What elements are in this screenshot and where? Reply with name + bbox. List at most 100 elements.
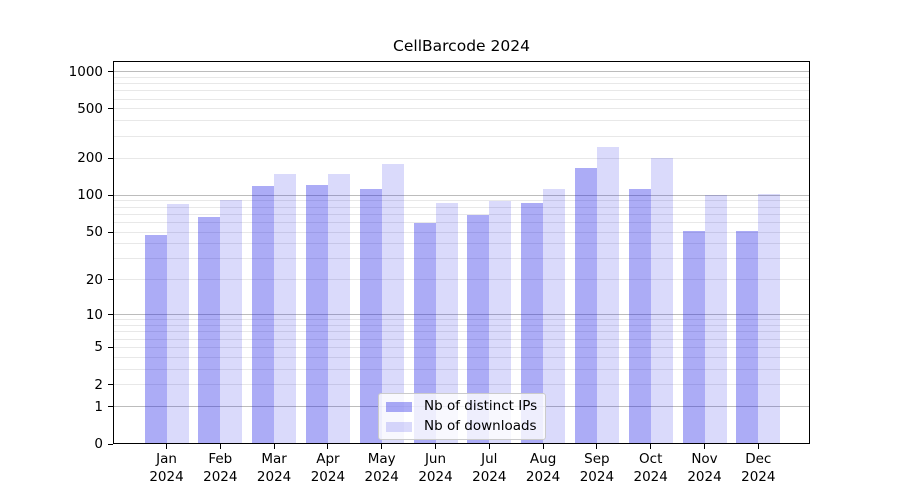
minor-gridline bbox=[114, 258, 809, 260]
bar-downloads-nov bbox=[704, 195, 727, 444]
y-tick bbox=[108, 384, 113, 386]
x-tick bbox=[381, 444, 383, 449]
bar-distinct-ips-nov bbox=[682, 231, 705, 444]
bar-downloads-aug bbox=[543, 189, 566, 444]
x-tick bbox=[596, 444, 598, 449]
bar-downloads-apr bbox=[327, 173, 350, 444]
y-tick bbox=[108, 314, 113, 316]
bar-downloads-mar bbox=[274, 173, 297, 444]
y-tick bbox=[108, 71, 113, 73]
x-tick-label: Jun 2024 bbox=[418, 451, 453, 485]
minor-gridline bbox=[114, 200, 809, 202]
bar-downloads-jan bbox=[166, 203, 189, 444]
major-gridline bbox=[114, 314, 809, 316]
minor-gridline bbox=[114, 135, 809, 137]
x-tick bbox=[166, 444, 167, 449]
minor-gridline bbox=[114, 368, 809, 370]
legend: Nb of distinct IPs Nb of downloads bbox=[378, 393, 546, 440]
plot-frame bbox=[113, 61, 810, 444]
minor-gridline bbox=[114, 231, 809, 233]
bar-downloads-may bbox=[381, 164, 404, 444]
y-tick bbox=[108, 279, 113, 281]
x-tick bbox=[435, 444, 436, 449]
y-tick-label: 100 bbox=[77, 187, 103, 204]
legend-label: Nb of distinct IPs bbox=[424, 398, 538, 414]
minor-gridline bbox=[114, 108, 809, 110]
minor-gridline bbox=[114, 356, 809, 358]
minor-gridline bbox=[114, 279, 809, 281]
x-tick-label: May 2024 bbox=[364, 451, 399, 485]
x-tick bbox=[219, 444, 221, 449]
chart-title: CellBarcode 2024 bbox=[393, 37, 530, 55]
minor-gridline bbox=[114, 325, 809, 327]
major-gridline bbox=[114, 194, 809, 196]
bar-distinct-ips-mar bbox=[252, 185, 275, 444]
y-tick-label: 1 bbox=[94, 398, 103, 415]
x-tick-label: Jan 2024 bbox=[149, 451, 184, 485]
minor-gridline bbox=[114, 213, 809, 215]
y-tick-label: 10 bbox=[85, 306, 103, 323]
bar-downloads-feb bbox=[220, 200, 243, 444]
legend-row: Nb of distinct IPs bbox=[386, 397, 539, 416]
x-tick-label: Mar 2024 bbox=[256, 451, 292, 485]
minor-gridline bbox=[114, 83, 809, 85]
y-tick-label: 200 bbox=[77, 150, 103, 167]
x-tick-label: Apr 2024 bbox=[310, 451, 346, 485]
x-tick-label: Aug 2024 bbox=[525, 451, 561, 485]
y-tick bbox=[108, 157, 113, 159]
minor-gridline bbox=[114, 206, 809, 208]
x-tick-label: Feb 2024 bbox=[203, 451, 238, 485]
legend-label: Nb of downloads bbox=[424, 418, 537, 434]
bar-distinct-ips-feb bbox=[198, 217, 221, 444]
x-tick-label: Sep 2024 bbox=[579, 451, 615, 485]
major-gridline bbox=[114, 71, 809, 73]
bar-distinct-ips-oct bbox=[628, 189, 651, 444]
y-tick-label: 500 bbox=[77, 100, 103, 117]
minor-gridline bbox=[114, 98, 809, 100]
x-tick bbox=[327, 444, 329, 449]
bar-downloads-oct bbox=[650, 157, 673, 444]
minor-gridline bbox=[114, 221, 809, 223]
x-tick bbox=[704, 444, 705, 449]
bar-distinct-ips-dec bbox=[736, 231, 759, 444]
y-tick-label: 20 bbox=[85, 271, 103, 288]
y-tick bbox=[108, 346, 113, 348]
bar-downloads-sep bbox=[596, 147, 619, 444]
y-tick bbox=[108, 406, 113, 408]
x-tick-label: Jul 2024 bbox=[472, 451, 507, 485]
x-tick bbox=[650, 444, 652, 449]
bar-downloads-dec bbox=[758, 194, 781, 444]
y-tick-label: 0 bbox=[94, 436, 103, 452]
minor-gridline bbox=[114, 319, 809, 321]
bar-distinct-ips-jan bbox=[144, 235, 167, 444]
bar-distinct-ips-apr bbox=[305, 185, 328, 444]
minor-gridline bbox=[114, 157, 809, 159]
y-tick bbox=[108, 194, 113, 196]
minor-gridline bbox=[114, 120, 809, 122]
bar-distinct-ips-may bbox=[359, 188, 382, 444]
legend-swatch-downloads bbox=[386, 421, 412, 432]
x-tick bbox=[757, 444, 759, 449]
minor-gridline bbox=[114, 384, 809, 386]
minor-gridline bbox=[114, 90, 809, 92]
bar-downloads-jun bbox=[435, 203, 458, 444]
minor-gridline bbox=[114, 338, 809, 340]
y-tick-label: 1000 bbox=[68, 63, 103, 80]
bar-distinct-ips-sep bbox=[574, 168, 597, 444]
bar-distinct-ips-aug bbox=[521, 203, 544, 444]
bar-downloads-jul bbox=[489, 201, 512, 444]
x-tick bbox=[488, 444, 490, 449]
legend-swatch-distinct-ips bbox=[386, 401, 412, 412]
y-tick-label: 5 bbox=[94, 339, 103, 356]
minor-gridline bbox=[114, 331, 809, 333]
y-tick bbox=[108, 231, 113, 233]
y-tick-label: 2 bbox=[94, 376, 103, 393]
minor-gridline bbox=[114, 243, 809, 245]
bar-distinct-ips-jul bbox=[467, 215, 490, 444]
x-tick bbox=[273, 444, 275, 449]
y-tick bbox=[108, 108, 113, 110]
bar-distinct-ips-jun bbox=[413, 223, 436, 444]
